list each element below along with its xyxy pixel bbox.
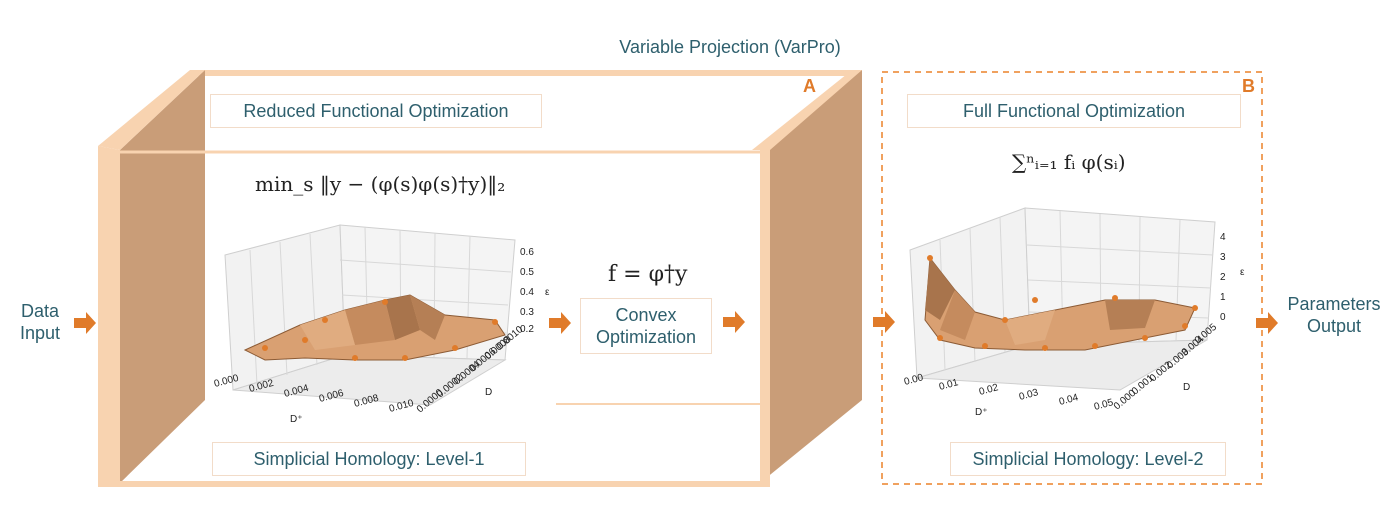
convex-optimization-box: Convex Optimization	[580, 298, 712, 354]
panel-a-letter: A	[803, 76, 816, 96]
svg-text:0.00: 0.00	[903, 372, 925, 388]
svg-text:0.03: 0.03	[1018, 387, 1040, 403]
panel-a-plot: 0.6 0.5 0.4 0.3 0.2 ε 0.000 0.002 0.004 …	[213, 224, 550, 425]
right-wall-top	[752, 70, 862, 150]
left-wall	[120, 70, 205, 483]
z-axis-a: ε	[545, 287, 550, 298]
svg-text:0.04: 0.04	[1058, 392, 1080, 408]
level1-label: Simplicial Homology: Level-1	[212, 442, 526, 476]
z-axis-b: ε	[1240, 267, 1245, 278]
panel-b-formula: ∑ⁿᵢ₌₁ fᵢ φ(sᵢ)	[1012, 150, 1126, 174]
arrow-output	[1256, 312, 1278, 334]
svg-text:1: 1	[1220, 292, 1226, 303]
right-wall-front	[760, 150, 770, 483]
convex-formula: f = φ†y	[608, 262, 688, 287]
x-axis-b: D⁺	[975, 407, 988, 418]
svg-text:0: 0	[1220, 312, 1226, 323]
y-axis-b: D	[1183, 382, 1190, 393]
arrow-convex-out	[723, 311, 745, 333]
left-wall-front	[98, 146, 120, 483]
full-optimization-label: Full Functional Optimization	[907, 94, 1241, 128]
x-axis-a: D⁺	[290, 414, 303, 425]
level2-label: Simplicial Homology: Level-2	[950, 442, 1226, 476]
convex-line1: Convex	[615, 305, 677, 325]
svg-text:2: 2	[1220, 272, 1226, 283]
varpro-title: Variable Projection (VarPro)	[619, 37, 841, 57]
panel-b-frame	[881, 71, 1263, 485]
svg-text:0.01: 0.01	[938, 377, 960, 393]
svg-text:0.02: 0.02	[978, 382, 1000, 398]
left-wall-top	[98, 70, 205, 150]
z-tick-a-0: 0.2	[520, 324, 534, 335]
data-input-label: Data Input	[19, 301, 61, 343]
parameters-output-label: Parameters Output	[1287, 294, 1381, 336]
svg-text:0.05: 0.05	[1093, 397, 1115, 413]
panel-b-plot: 4 3 2 1 0 ε 0.00 0.01 0.02 0.03 0.04 0.0…	[903, 207, 1245, 418]
z-tick-a-2: 0.4	[520, 287, 534, 298]
panel-a-formula: min_s ‖y − (φ(s)φ(s)†y)‖₂	[255, 172, 506, 196]
arrow-plot-to-convex	[549, 312, 571, 334]
arrow-to-panel-b	[873, 311, 895, 333]
right-wall	[760, 70, 862, 483]
z-tick-a-3: 0.5	[520, 267, 534, 278]
arrow-input	[74, 312, 96, 334]
reduced-optimization-label: Reduced Functional Optimization	[210, 94, 542, 128]
z-tick-a-1: 0.3	[520, 307, 534, 318]
z-tick-a-4: 0.6	[520, 247, 534, 258]
y-axis-a: D	[485, 387, 492, 398]
svg-text:3: 3	[1220, 252, 1226, 263]
convex-line2: Optimization	[595, 327, 697, 347]
frame-top-edge	[190, 70, 862, 76]
svg-text:4: 4	[1220, 232, 1226, 243]
panel-b-letter: B	[1242, 76, 1255, 96]
